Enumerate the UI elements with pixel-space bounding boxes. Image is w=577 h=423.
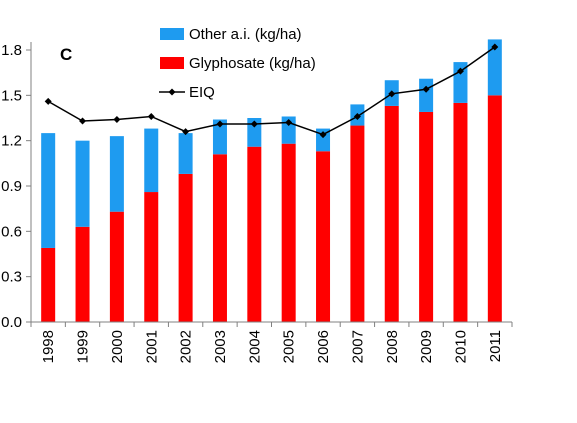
x-tick-label: 2000 — [109, 330, 126, 363]
bar-layer — [41, 39, 502, 323]
eiq-line-layer — [44, 43, 499, 139]
eiq-point-2002 — [182, 128, 190, 136]
eiq-point-2000 — [113, 116, 121, 124]
eiq-point-2010 — [456, 67, 464, 75]
bar-glyphosate-2000 — [109, 211, 124, 322]
eiq-point-2007 — [353, 112, 361, 120]
bar-other-ai-2006 — [316, 128, 331, 152]
x-tick-label: 2011 — [487, 330, 504, 362]
eiq-point-2003 — [216, 120, 224, 128]
bar-other-ai-2004 — [247, 118, 262, 147]
bar-glyphosate-2004 — [247, 146, 262, 322]
y-tick-label: 1.2 — [1, 133, 22, 150]
x-tick-label: 2001 — [143, 330, 160, 363]
legend-swatch-marker — [168, 88, 176, 96]
eiq-point-1999 — [79, 117, 87, 125]
y-tick-label: 0.6 — [1, 223, 22, 240]
x-tick-label: 2004 — [246, 330, 263, 363]
bar-glyphosate-1999 — [75, 226, 90, 322]
bar-other-ai-2001 — [144, 128, 159, 193]
bar-other-ai-1999 — [75, 140, 90, 227]
x-tick-label: 2009 — [418, 330, 435, 363]
eiq-line — [47, 46, 496, 136]
legend-swatch-1 — [160, 57, 184, 69]
x-tick-label: 2005 — [281, 330, 298, 363]
eiq-point-2005 — [285, 119, 293, 127]
bar-glyphosate-1998 — [41, 247, 56, 322]
y-tick-label: 1.8 — [1, 42, 22, 59]
bar-glyphosate-2001 — [144, 192, 159, 322]
axes: 0.0 0.3 0.6 0.9 1.2 1.5 1.8 1998 1999 2000 2001 200… — [1, 42, 513, 363]
bar-other-ai-2003 — [212, 119, 227, 155]
legend-label: Glyphosate (kg/ha) — [189, 55, 316, 72]
bar-glyphosate-2002 — [178, 173, 193, 322]
bar-other-ai-2009 — [419, 78, 434, 112]
eiq-point-2004 — [250, 120, 258, 128]
bar-glyphosate-2011 — [487, 95, 502, 322]
y-tick-label: 0.3 — [1, 269, 22, 286]
bar-glyphosate-2003 — [212, 154, 227, 322]
x-tick-label: 1998 — [40, 330, 57, 363]
legend-label: EIQ — [189, 84, 215, 101]
eiq-point-2011 — [491, 43, 499, 51]
bar-other-ai-2011 — [487, 39, 502, 96]
x-tick-label: 1999 — [75, 330, 92, 363]
x-tick-label: 2010 — [452, 330, 469, 363]
eiq-point-2008 — [388, 90, 396, 98]
eiq-point-2001 — [147, 112, 155, 120]
y-tick-label: 0.9 — [1, 178, 22, 195]
bar-glyphosate-2007 — [350, 125, 365, 322]
legend-swatch-0 — [160, 28, 184, 40]
y-tick-label: 0.0 — [1, 314, 22, 331]
bar-other-ai-2002 — [178, 133, 193, 174]
eiq-point-1998 — [44, 97, 52, 105]
legend: Other a.i. (kg/ha) Glyphosate (kg/ha) EIQ — [159, 26, 316, 101]
x-tick-label: 2007 — [349, 330, 366, 363]
bar-glyphosate-2010 — [453, 102, 468, 322]
legend-label: Other a.i. (kg/ha) — [189, 26, 302, 43]
x-tick-label: 2006 — [315, 330, 332, 363]
bar-glyphosate-2005 — [281, 143, 296, 322]
y-tick-label: 1.5 — [1, 87, 22, 104]
bar-glyphosate-2009 — [419, 111, 434, 322]
x-tick-label: 2008 — [384, 330, 401, 363]
bar-glyphosate-2006 — [316, 151, 331, 322]
bar-glyphosate-2008 — [384, 105, 399, 323]
x-tick-label: 2002 — [178, 330, 195, 363]
eiq-point-2009 — [422, 85, 430, 93]
bar-other-ai-2000 — [109, 136, 124, 212]
bar-other-ai-1998 — [41, 133, 56, 248]
x-tick-label: 2003 — [212, 330, 229, 363]
panel-label: C — [60, 45, 72, 64]
eiq-point-2006 — [319, 131, 327, 139]
